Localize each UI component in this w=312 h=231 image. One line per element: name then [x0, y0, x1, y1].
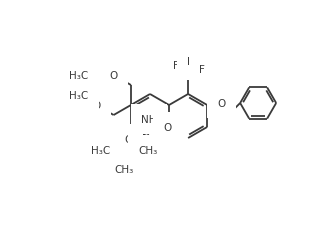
Text: H₃C: H₃C — [69, 71, 88, 81]
Text: CH₃: CH₃ — [138, 145, 157, 155]
Text: O: O — [163, 122, 171, 132]
Text: H₃C: H₃C — [69, 91, 88, 100]
Text: H₃C: H₃C — [91, 145, 110, 155]
Text: O: O — [125, 134, 133, 144]
Text: O: O — [110, 71, 118, 81]
Text: NH: NH — [141, 115, 156, 125]
Text: F: F — [199, 65, 205, 75]
Text: O: O — [217, 99, 225, 109]
Text: F: F — [173, 61, 179, 71]
Text: F: F — [187, 57, 193, 67]
Text: CH₃: CH₃ — [114, 164, 134, 174]
Text: O: O — [92, 100, 100, 110]
